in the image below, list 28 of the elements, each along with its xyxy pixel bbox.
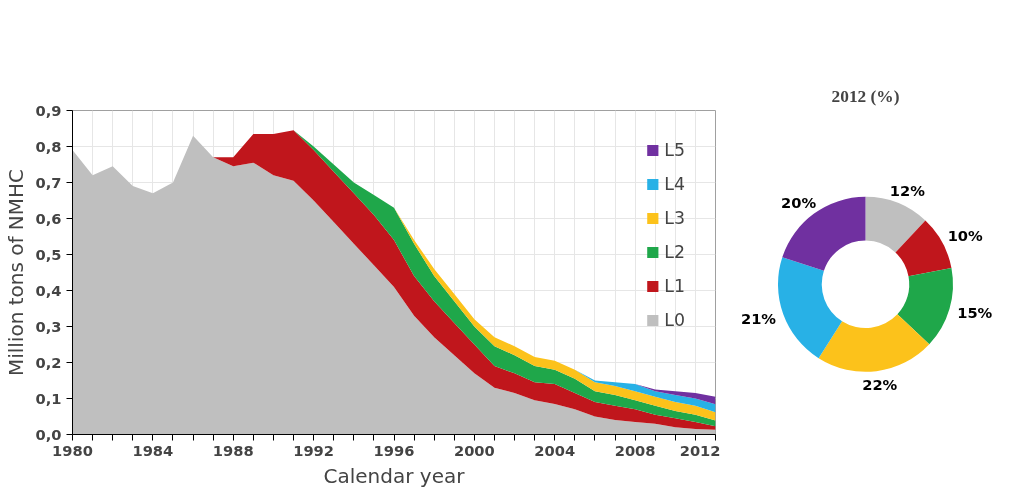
y-tick-label: 0,5: [35, 245, 62, 263]
y-tick-label: 0,8: [35, 137, 62, 155]
x-tick-label: 1984: [132, 441, 174, 459]
x-tick-label: 2004: [534, 441, 576, 459]
x-tick-label: 1980: [52, 441, 93, 459]
y-tick-label: 0,7: [35, 173, 62, 191]
x-tick-label: 1992: [293, 441, 335, 459]
y-axis-title: Million tons of NMHC: [3, 168, 28, 377]
x-tick-label: 1996: [373, 441, 415, 459]
y-tick-label: 0,0: [35, 425, 62, 443]
data-label: 21%: [740, 310, 777, 328]
data-label: 20%: [781, 194, 817, 212]
y-tick-label: 0,3: [35, 317, 62, 335]
data-label: 22%: [862, 376, 898, 394]
data-label: 15%: [957, 304, 993, 322]
x-tick-label: 2012: [679, 441, 721, 459]
x-tick-label: 2008: [614, 441, 656, 459]
y-tick-label: 0,4: [35, 281, 62, 299]
y-tick-label: 0,1: [35, 389, 62, 407]
x-tick-label: 2000: [453, 441, 495, 459]
chart-title: 2012 (%): [831, 86, 900, 106]
data-label: 10%: [947, 227, 984, 245]
y-tick-label: 0,2: [35, 353, 62, 371]
y-tick-label: 0,6: [35, 209, 62, 227]
y-tick-label: 0,9: [35, 101, 62, 119]
data-label: 12%: [889, 181, 926, 199]
x-axis-title: Calendar year: [323, 463, 466, 488]
x-tick-label: 1988: [212, 441, 254, 459]
